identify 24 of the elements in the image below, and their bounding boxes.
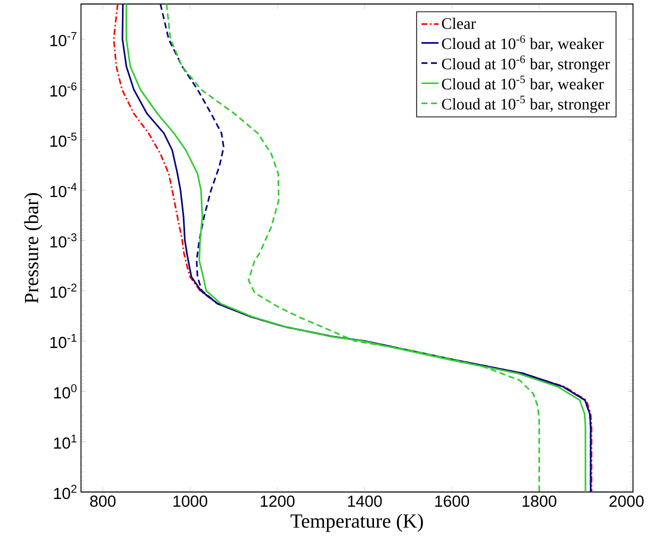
legend-label: Cloud at 10$^{-5}$ bar, stronger (442, 96, 610, 113)
x-tick-label: 1800 (522, 496, 556, 507)
y-tick-label: 10$^{0}$ (54, 384, 77, 398)
legend-label: Clear (442, 18, 476, 29)
x-tick-label: 2000 (609, 496, 644, 507)
y-tick-label: 10$^{1}$ (54, 434, 76, 449)
y-axis-title: Pressure (bar) (24, 193, 42, 304)
y-tick-label: 10$^{-1}$ (50, 334, 76, 348)
x-tick-label: 800 (90, 496, 116, 507)
y-tick-label: 10$^{-7}$ (50, 32, 76, 46)
x-axis-title: Temperature (K) (290, 514, 423, 532)
x-tick-label: 1200 (260, 496, 295, 507)
y-tick-label: 10$^{-3}$ (50, 233, 76, 248)
legend-label: Cloud at 10$^{-6}$ bar, stronger (442, 56, 610, 73)
x-tick-label: 1000 (174, 496, 208, 507)
legend-label: Cloud at 10$^{-6}$ bar, weaker (442, 35, 604, 52)
x-tick-label: 1400 (348, 496, 382, 507)
y-tick-label: 10$^{2}$ (54, 484, 76, 500)
y-tick-label: 10$^{-4}$ (50, 183, 77, 198)
y-tick-label: 10$^{-2}$ (50, 284, 76, 298)
y-tick-label: 10$^{-6}$ (50, 82, 76, 97)
x-tick-label: 1600 (435, 496, 470, 507)
y-tick-label: 10$^{-5}$ (50, 132, 76, 147)
legend-label: Cloud at 10$^{-5}$ bar, weaker (442, 76, 604, 92)
